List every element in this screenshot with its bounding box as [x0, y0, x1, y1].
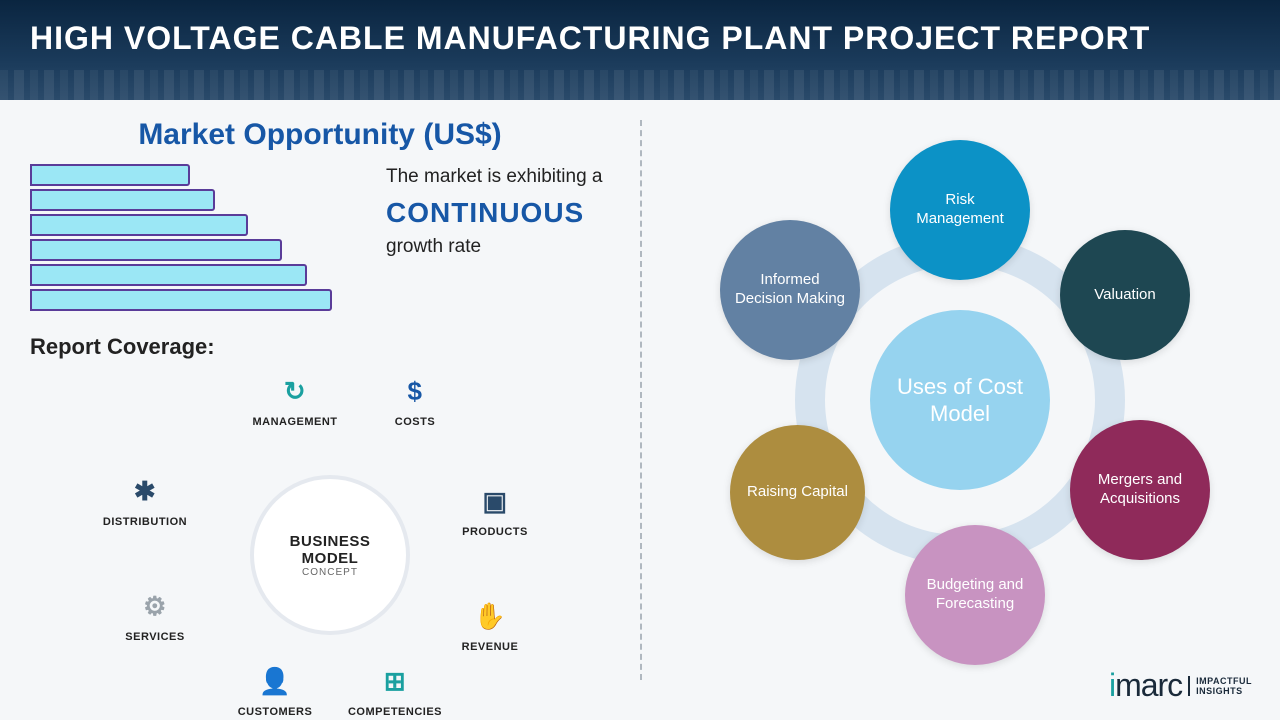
- chart-bar: [30, 264, 307, 286]
- coverage-node-label: REVENUE: [435, 641, 545, 653]
- left-panel: Market Opportunity (US$) The market is e…: [0, 100, 640, 720]
- right-panel: Uses of Cost Model Risk ManagementValuat…: [640, 100, 1280, 720]
- header-banner: HIGH VOLTAGE CABLE MANUFACTURING PLANT P…: [0, 0, 1280, 100]
- coverage-node: ▣ PRODUCTS: [440, 480, 550, 538]
- coverage-node: ⊞ COMPETENCIES: [340, 660, 450, 718]
- coverage-node-icon: ⊞: [374, 660, 416, 702]
- cost-model-bubble: Budgeting and Forecasting: [905, 525, 1045, 665]
- logo-tag1: IMPACTFUL: [1196, 676, 1252, 686]
- report-coverage-title: Report Coverage:: [30, 334, 610, 360]
- logo-tagline: IMPACTFUL INSIGHTS: [1188, 676, 1252, 696]
- cost-model-bubble: Raising Capital: [730, 425, 865, 560]
- coverage-node-label: DISTRIBUTION: [90, 516, 200, 528]
- chart-bar: [30, 289, 332, 311]
- logo-text: imarc: [1109, 667, 1182, 704]
- wheel-center: Uses of Cost Model: [870, 310, 1050, 490]
- coverage-node: 👤 CUSTOMERS: [220, 660, 330, 718]
- logo-tag2: INSIGHTS: [1196, 686, 1252, 696]
- market-bar-chart: [30, 164, 366, 314]
- page-title: HIGH VOLTAGE CABLE MANUFACTURING PLANT P…: [30, 20, 1250, 57]
- growth-post-text: growth rate: [386, 236, 481, 257]
- coverage-node: ✋ REVENUE: [435, 595, 545, 653]
- coverage-node-icon: $: [394, 370, 436, 412]
- chart-bar: [30, 239, 282, 261]
- coverage-node: ↻ MANAGEMENT: [240, 370, 350, 428]
- coverage-node-icon: ✱: [124, 470, 166, 512]
- coverage-node-icon: 👤: [254, 660, 296, 702]
- coverage-node-label: COSTS: [360, 416, 470, 428]
- coverage-node-icon: ▣: [474, 480, 516, 522]
- growth-callout: The market is exhibiting a CONTINUOUS gr…: [386, 164, 610, 260]
- growth-pre-text: The market is exhibiting a: [386, 166, 603, 187]
- header-skyline-decoration: [0, 70, 1280, 100]
- cost-model-wheel: Uses of Cost Model Risk ManagementValuat…: [710, 150, 1210, 650]
- cost-model-bubble: Valuation: [1060, 230, 1190, 360]
- coverage-node-label: SERVICES: [100, 631, 210, 643]
- coverage-node-icon: ✋: [469, 595, 511, 637]
- biz-center-line1: BUSINESS: [290, 533, 371, 550]
- coverage-node-label: PRODUCTS: [440, 526, 550, 538]
- growth-emphasis: CONTINUOUS: [386, 193, 610, 232]
- coverage-node-icon: ↻: [274, 370, 316, 412]
- chart-bar: [30, 164, 190, 186]
- cost-model-bubble: Mergers and Acquisitions: [1070, 420, 1210, 560]
- biz-center-line3: CONCEPT: [302, 567, 358, 578]
- market-chart-row: The market is exhibiting a CONTINUOUS gr…: [30, 164, 610, 314]
- content-area: Market Opportunity (US$) The market is e…: [0, 100, 1280, 720]
- coverage-node: ⚙ SERVICES: [100, 585, 210, 643]
- business-model-diagram: BUSINESS MODEL CONCEPT ↻ MANAGEMENT $ COSTS…: [40, 370, 600, 700]
- coverage-node-icon: ⚙: [134, 585, 176, 627]
- biz-center-line2: MODEL: [302, 550, 359, 567]
- brand-logo: imarc IMPACTFUL INSIGHTS: [1109, 667, 1252, 704]
- cost-model-bubble: Risk Management: [890, 140, 1030, 280]
- chart-bar: [30, 189, 215, 211]
- coverage-node-label: MANAGEMENT: [240, 416, 350, 428]
- business-model-center: BUSINESS MODEL CONCEPT: [250, 475, 410, 635]
- chart-bar: [30, 214, 248, 236]
- coverage-node: $ COSTS: [360, 370, 470, 428]
- coverage-node-label: COMPETENCIES: [340, 706, 450, 718]
- coverage-node-label: CUSTOMERS: [220, 706, 330, 718]
- market-opportunity-title: Market Opportunity (US$): [30, 118, 610, 152]
- cost-model-bubble: Informed Decision Making: [720, 220, 860, 360]
- coverage-node: ✱ DISTRIBUTION: [90, 470, 200, 528]
